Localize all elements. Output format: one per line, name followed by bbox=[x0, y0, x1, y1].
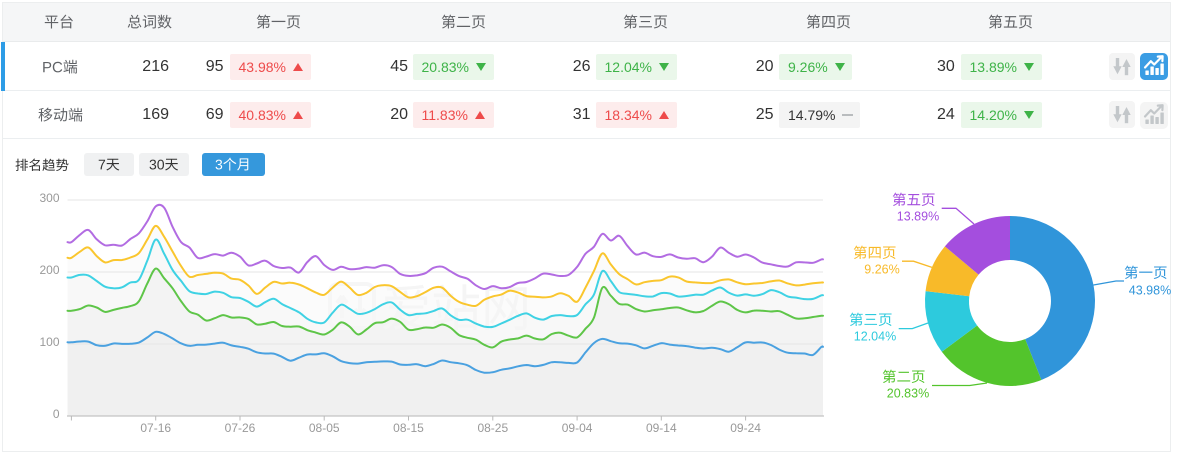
svg-text:09-24: 09-24 bbox=[730, 421, 761, 435]
svg-text:20.83%: 20.83% bbox=[887, 386, 929, 400]
svg-text:09-14: 09-14 bbox=[646, 421, 677, 435]
svg-text:09-04: 09-04 bbox=[562, 421, 593, 435]
svg-text:07-16: 07-16 bbox=[140, 421, 171, 435]
svg-text:08-25: 08-25 bbox=[477, 421, 508, 435]
svg-text:43.98%: 43.98% bbox=[1129, 283, 1171, 297]
svg-text:08-05: 08-05 bbox=[309, 421, 340, 435]
svg-text:100: 100 bbox=[39, 335, 59, 349]
svg-text:12.04%: 12.04% bbox=[854, 329, 896, 343]
svg-text:0: 0 bbox=[53, 407, 60, 421]
svg-text:200: 200 bbox=[39, 263, 59, 277]
svg-text:08-15: 08-15 bbox=[393, 421, 424, 435]
svg-text:9.26%: 9.26% bbox=[864, 262, 899, 276]
svg-text:07-26: 07-26 bbox=[225, 421, 256, 435]
svg-text:13.89%: 13.89% bbox=[897, 209, 939, 223]
svg-text:300: 300 bbox=[39, 191, 59, 205]
